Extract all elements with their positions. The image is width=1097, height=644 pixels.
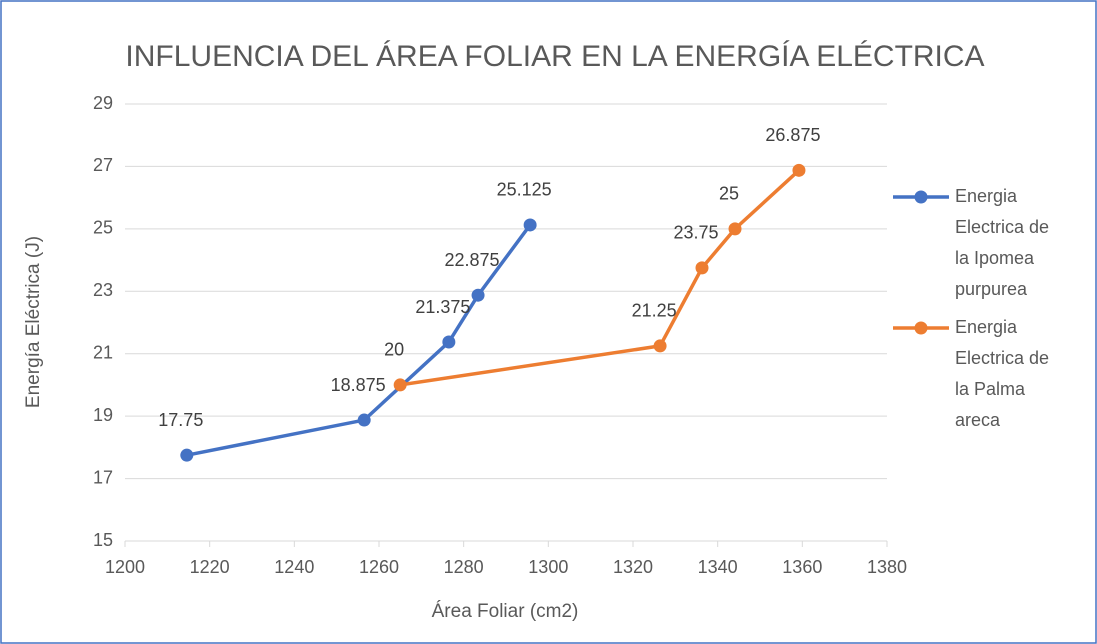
y-tick-label: 21 xyxy=(93,342,113,362)
x-axis-label: Área Foliar (cm2) xyxy=(432,601,579,622)
data-label: 22.875 xyxy=(445,250,500,270)
x-tick-label: 1220 xyxy=(190,557,230,577)
y-tick-label: 23 xyxy=(93,280,113,300)
x-tick-label: 1360 xyxy=(782,557,822,577)
data-label: 21.375 xyxy=(415,297,470,317)
x-tick-label: 1300 xyxy=(528,557,568,577)
data-label: 23.75 xyxy=(673,223,718,243)
data-label: 26.875 xyxy=(765,125,820,145)
data-point xyxy=(471,288,485,302)
data-label: 25 xyxy=(719,184,739,204)
data-point xyxy=(792,163,806,177)
legend-label: Energia Electrica de la Ipomea purpurea xyxy=(955,186,1050,299)
data-point xyxy=(180,448,194,462)
y-tick-label: 15 xyxy=(93,530,113,550)
data-point xyxy=(393,378,407,392)
data-point xyxy=(442,335,456,349)
y-tick-label: 29 xyxy=(93,93,113,113)
data-point xyxy=(357,413,371,427)
x-tick-label: 1380 xyxy=(867,557,907,577)
y-tick-label: 27 xyxy=(93,155,113,175)
data-label: 17.75 xyxy=(158,410,203,430)
legend-marker xyxy=(914,190,928,204)
data-label: 20 xyxy=(384,340,404,360)
legend-marker xyxy=(914,321,928,335)
x-tick-label: 1240 xyxy=(274,557,314,577)
x-tick-label: 1260 xyxy=(359,557,399,577)
legend-label: Energia Electrica de la Palma areca xyxy=(955,317,1050,430)
data-label: 21.25 xyxy=(632,301,677,321)
data-label: 25.125 xyxy=(497,180,552,200)
data-point xyxy=(653,339,667,353)
x-tick-label: 1280 xyxy=(444,557,484,577)
data-point xyxy=(695,261,709,275)
y-tick-label: 25 xyxy=(93,218,113,238)
data-point xyxy=(728,222,742,236)
x-tick-label: 1320 xyxy=(613,557,653,577)
y-tick-label: 19 xyxy=(93,405,113,425)
x-tick-label: 1200 xyxy=(105,557,145,577)
chart-title: INFLUENCIA DEL ÁREA FOLIAR EN LA ENERGÍA… xyxy=(125,40,984,73)
y-axis-label: Energía Eléctrica (J) xyxy=(23,236,44,408)
x-tick-label: 1340 xyxy=(698,557,738,577)
data-label: 18.875 xyxy=(331,375,386,395)
data-point xyxy=(523,218,537,232)
y-tick-label: 17 xyxy=(93,467,113,487)
